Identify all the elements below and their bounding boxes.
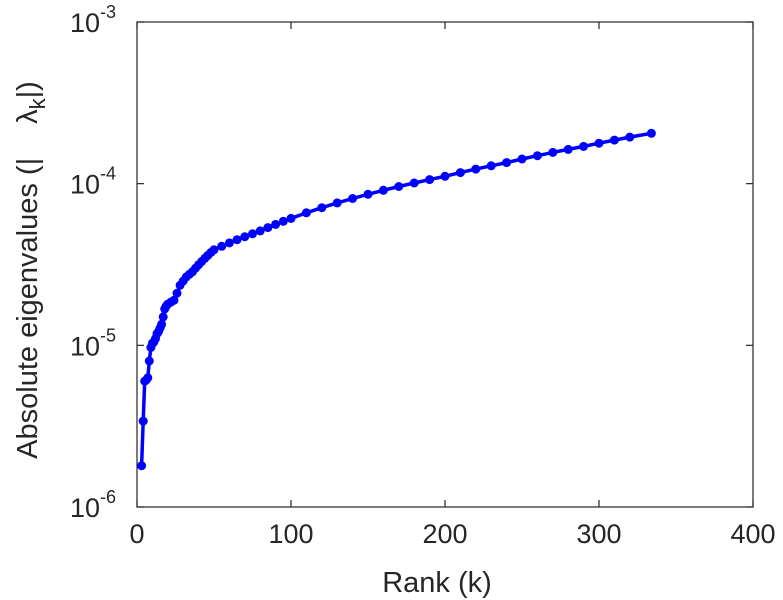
y-tick-label: 10-4	[70, 164, 116, 200]
data-point	[169, 295, 179, 305]
x-axis-ticks: 0 100 200 300 400	[129, 22, 776, 549]
data-point	[137, 461, 147, 471]
data-series	[137, 128, 656, 471]
data-point	[594, 138, 604, 148]
data-point	[363, 189, 373, 199]
data-point	[172, 288, 182, 298]
data-point	[248, 229, 257, 239]
data-point	[278, 216, 288, 226]
y-tick-label: 10-6	[70, 487, 116, 523]
data-point	[271, 219, 281, 229]
data-point	[409, 178, 419, 188]
y-tick-base: 10	[70, 170, 100, 200]
data-point	[348, 194, 358, 203]
y-axis-ticks: 10-610-510-410-3	[70, 2, 753, 523]
x-tick-label: 0	[129, 519, 144, 549]
data-point	[440, 171, 450, 181]
y-tick-label: 10-5	[70, 325, 116, 361]
data-point	[317, 203, 327, 213]
y-axis-label-suffix: |)	[12, 81, 44, 98]
x-tick-label: 200	[422, 519, 467, 549]
data-point	[263, 223, 273, 233]
y-tick-exponent: -5	[100, 325, 116, 345]
x-tick-label: 400	[730, 519, 775, 549]
data-point	[232, 235, 242, 245]
data-point	[301, 208, 311, 218]
y-axis-label-prefix: Absolute eigenvalues (|	[12, 158, 44, 459]
y-tick-exponent: -6	[100, 487, 116, 507]
y-tick-label: 10-3	[70, 2, 116, 38]
y-tick-exponent: -4	[100, 164, 116, 184]
y-axis-label-symbol: λ	[12, 109, 44, 124]
data-point	[144, 356, 154, 366]
data-point	[471, 164, 481, 174]
data-point	[425, 175, 435, 185]
x-tick-label: 100	[268, 519, 313, 549]
y-tick-base: 10	[70, 493, 100, 523]
data-point	[217, 241, 227, 251]
data-point	[394, 182, 404, 191]
data-point	[625, 132, 635, 142]
data-point	[157, 319, 167, 329]
data-point	[158, 312, 168, 322]
plot-area	[136, 21, 754, 508]
x-axis-label: Rank (k)	[382, 567, 492, 599]
data-point	[563, 144, 573, 154]
y-tick-base: 10	[70, 331, 100, 361]
x-tick-label: 300	[576, 519, 621, 549]
data-point	[486, 161, 496, 171]
y-axis-label-subscript: k	[25, 97, 50, 109]
data-point	[455, 168, 465, 178]
data-point	[502, 158, 512, 168]
data-point	[143, 373, 153, 383]
data-point	[255, 226, 265, 236]
data-point	[532, 151, 542, 161]
data-point	[209, 245, 219, 255]
data-point	[240, 232, 250, 242]
data-point	[579, 141, 589, 151]
data-point	[609, 135, 619, 145]
data-point	[517, 154, 527, 164]
data-point	[646, 128, 656, 138]
data-point	[332, 198, 342, 208]
data-point	[548, 147, 558, 157]
data-point	[286, 213, 296, 223]
y-tick-base: 10	[70, 8, 100, 38]
data-point	[138, 416, 148, 426]
y-axis-label: Absolute eigenvalues (| λk|)	[12, 81, 50, 459]
data-point	[224, 238, 234, 248]
y-tick-exponent: -3	[100, 2, 116, 22]
data-point	[378, 185, 388, 195]
